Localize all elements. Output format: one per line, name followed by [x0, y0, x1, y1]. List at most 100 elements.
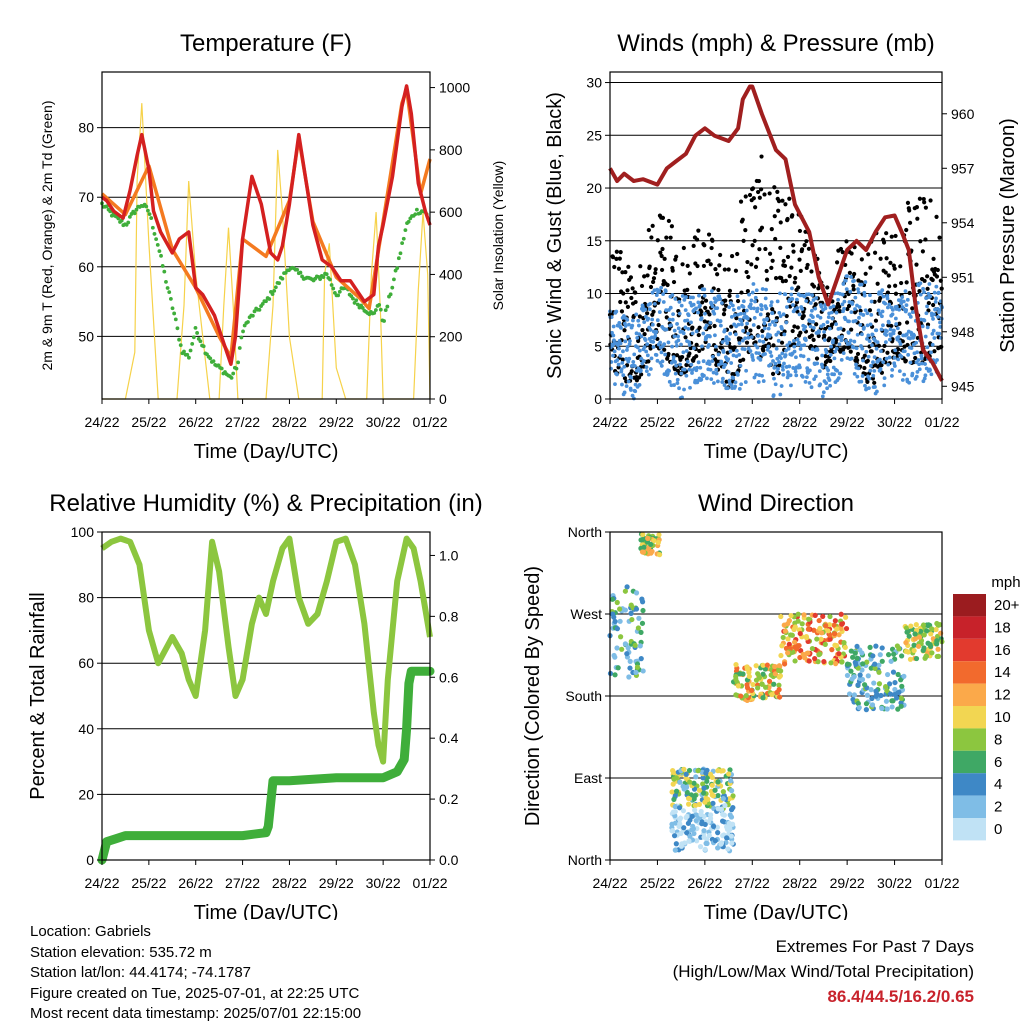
gust-point [756, 189, 761, 195]
wind-point [881, 294, 886, 299]
direction-point [695, 768, 701, 774]
gust-point [897, 330, 902, 336]
x-tick-label: 26/22 [178, 875, 213, 891]
direction-point [833, 661, 839, 667]
direction-point [769, 691, 775, 698]
wind-point [755, 306, 760, 311]
wind-point [856, 366, 861, 371]
wind-point [621, 349, 625, 354]
gust-point [785, 216, 790, 222]
gust-point [849, 327, 854, 332]
direction-point [727, 767, 733, 773]
y-tick-label: North [568, 852, 602, 868]
wind-point [776, 367, 780, 371]
wind-point [712, 311, 717, 316]
direction-point [687, 833, 693, 839]
wind-point [744, 368, 749, 373]
dewpoint-point [152, 232, 157, 236]
wind-point [916, 358, 921, 362]
gust-point [664, 235, 669, 240]
dewpoint-point [277, 281, 282, 286]
wind-point [836, 376, 841, 381]
gust-point [785, 254, 791, 260]
gust-point [612, 264, 617, 270]
wind-point [826, 315, 831, 319]
wind-point [678, 362, 682, 367]
direction-point [636, 615, 642, 621]
wind-point [682, 367, 687, 372]
wind-point [735, 372, 740, 377]
wind-point [905, 297, 910, 302]
x-tick-label: 30/22 [366, 875, 401, 891]
dewpoint-point [403, 228, 408, 233]
wind-point [788, 373, 793, 378]
direction-point [640, 668, 646, 674]
gust-point [639, 372, 644, 377]
wind-point [742, 347, 747, 352]
wind-point [718, 323, 723, 328]
direction-point [906, 633, 912, 639]
y-tick-label: 20 [586, 180, 602, 196]
direction-point [681, 786, 687, 792]
dewpoint-point [295, 267, 300, 272]
wind-point [800, 374, 805, 379]
wind-point [715, 306, 720, 311]
direction-point [843, 614, 849, 620]
gust-point [625, 304, 631, 309]
direction-point [681, 766, 687, 772]
wind-point [904, 332, 909, 337]
wind-point [758, 312, 763, 317]
wind-point [748, 349, 753, 353]
wind-point [757, 339, 762, 343]
gust-point [620, 357, 625, 362]
wind-point [768, 350, 773, 355]
direction-point [655, 539, 661, 546]
wind-point [849, 275, 853, 279]
direction-point [724, 835, 730, 841]
wind-point [784, 320, 789, 325]
direction-point [898, 695, 904, 701]
wind-point [643, 338, 648, 343]
wind-point [932, 312, 936, 317]
direction-point [626, 674, 632, 680]
gust-point [888, 260, 893, 265]
wind-point [787, 364, 792, 369]
wind-point [660, 359, 665, 364]
wind-point [870, 343, 874, 348]
dewpoint-point [157, 249, 162, 254]
wind-point [772, 376, 776, 381]
wind-point [874, 346, 879, 351]
plot-frame [101, 71, 431, 400]
wind-point [675, 377, 680, 382]
wind-point [870, 333, 875, 337]
wind-point [809, 385, 814, 390]
x-tick-label: 25/22 [640, 875, 675, 891]
legend-swatch [953, 616, 986, 639]
wind-point [853, 295, 858, 300]
gust-point [690, 325, 695, 330]
direction-point [868, 665, 874, 671]
gust-point [741, 238, 746, 243]
direction-point [791, 639, 798, 645]
direction-point [629, 616, 635, 623]
wind-point [712, 381, 716, 385]
gust-point [893, 283, 898, 288]
gust-point [680, 262, 685, 267]
direction-point [806, 658, 812, 664]
wind-point [761, 379, 766, 383]
direction-point [610, 611, 616, 617]
direction-point [903, 640, 909, 646]
direction-point [720, 811, 726, 817]
gust-point [783, 202, 788, 207]
direction-point [817, 651, 823, 657]
wind-point [790, 286, 794, 291]
direction-point [782, 628, 788, 634]
direction-point [857, 672, 863, 678]
y-tick-label: 15 [586, 233, 602, 249]
direction-point [929, 650, 935, 656]
x-tick-label: 30/22 [877, 875, 912, 891]
wind-point [733, 332, 738, 337]
y-tick-label: 80 [78, 120, 94, 136]
legend-label: 20+ [994, 597, 1020, 614]
direction-point [898, 677, 904, 683]
